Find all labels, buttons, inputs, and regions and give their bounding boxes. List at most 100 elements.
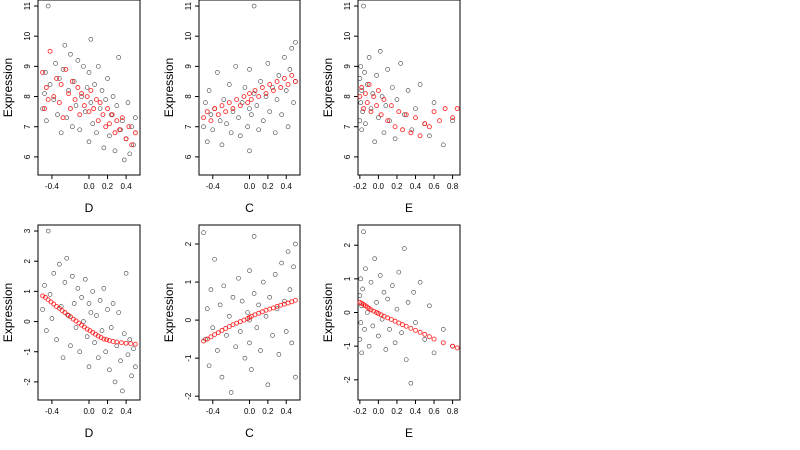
red-data-point [86,109,92,115]
black-data-point [287,287,293,292]
black-data-point [221,283,227,289]
black-data-point [97,298,103,303]
red-data-point [378,312,384,318]
red-data-point [426,124,432,130]
black-data-point [279,260,284,266]
y-tick-label: 7 [184,124,193,129]
black-data-point [249,112,254,117]
black-data-point [247,340,252,346]
black-data-point [77,127,83,133]
y-tick-label: 1 [23,289,32,294]
black-data-point [70,273,75,279]
black-data-point [360,286,365,292]
black-data-point [94,313,99,318]
black-data-point [88,100,94,105]
black-data-point [88,36,94,42]
red-data-point [368,307,374,313]
red-data-point [234,97,240,103]
y-tick-label: 10 [23,31,32,40]
black-data-point [79,295,84,300]
black-data-point [75,286,81,291]
black-data-point [82,277,88,282]
black-data-point [417,82,423,87]
black-data-point [359,88,365,93]
red-data-point [68,314,73,320]
y-tick-label: -1 [343,342,352,350]
black-data-point [249,367,254,372]
black-data-point [361,229,366,235]
red-data-point [241,94,247,100]
red-data-point [285,82,291,87]
red-data-point [278,85,284,90]
black-data-point [123,270,129,276]
black-data-point [238,133,243,139]
black-data-point [51,270,57,276]
black-data-point [42,91,47,96]
red-data-point [364,100,370,106]
black-data-point [392,340,398,346]
black-data-point [361,3,366,9]
black-data-point [217,118,223,123]
red-data-point [289,72,295,78]
black-data-point [285,124,291,130]
red-data-point [371,94,377,100]
black-data-point [53,61,58,66]
x-tick-label: 0.2 [391,407,403,416]
red-data-point [123,340,129,346]
black-data-point [118,358,123,364]
y-tick-label: 8 [184,94,193,99]
x-axis-title: D [85,201,94,215]
black-data-point [276,352,282,357]
red-data-point [385,118,391,124]
black-data-point [44,328,49,333]
y-tick-label: 0 [23,319,32,324]
black-data-point [210,127,216,133]
black-data-point [75,58,81,63]
black-data-point [212,256,217,262]
black-data-point [133,115,138,120]
black-data-point [68,52,73,57]
red-data-point [219,103,225,109]
red-data-point [109,112,115,118]
x-tick-label: 0.4 [121,407,133,416]
y-axis-title: Expression [321,58,335,117]
black-data-point [77,349,83,355]
black-data-point [45,228,51,234]
x-tick-label: -0.4 [45,407,59,416]
black-data-point [210,325,216,331]
red-data-point [248,97,254,103]
red-data-point [422,121,428,127]
black-data-point [374,73,379,78]
red-data-point [403,112,409,118]
red-data-point [417,133,423,139]
black-data-point [86,301,92,306]
black-data-point [293,241,298,247]
red-data-point [292,79,298,84]
black-data-point [233,64,239,69]
black-data-point [287,67,293,72]
black-data-point [51,97,57,102]
black-data-point [242,85,248,90]
black-data-point [260,118,266,123]
black-data-point [431,350,437,356]
black-data-point [251,91,257,96]
panel-top-middle: -0.4 0.0 0.2 0.4 6 7 8 9 10 11 C Expression [162,0,301,215]
y-tick-label: 11 [23,1,32,10]
red-data-point [426,334,432,340]
red-data-point [126,124,132,130]
black-data-point [293,39,298,45]
red-data-point [75,85,81,90]
y-axis-title: Expression [321,283,335,342]
black-data-point [107,367,112,373]
black-data-point [58,130,64,136]
black-data-point [258,348,263,353]
red-data-point [371,308,377,314]
black-data-point [224,121,229,127]
black-data-point [121,157,127,163]
black-data-point [376,333,381,339]
red-data-point [66,91,72,96]
black-data-point [256,302,261,308]
red-data-point [366,82,372,87]
black-data-point [90,289,96,294]
red-data-point [359,85,365,90]
